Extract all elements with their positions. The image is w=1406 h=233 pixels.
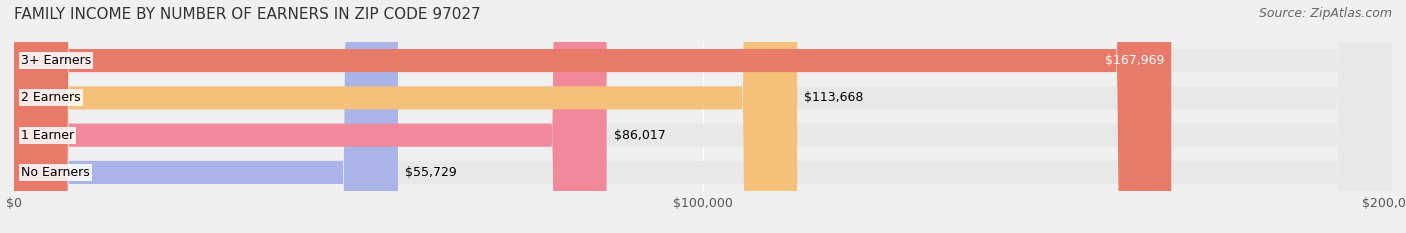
Text: No Earners: No Earners	[21, 166, 90, 179]
FancyBboxPatch shape	[14, 0, 1171, 233]
Text: $113,668: $113,668	[804, 91, 863, 104]
Text: $55,729: $55,729	[405, 166, 457, 179]
FancyBboxPatch shape	[14, 0, 1392, 233]
Text: 2 Earners: 2 Earners	[21, 91, 80, 104]
Text: 1 Earner: 1 Earner	[21, 129, 75, 142]
Text: $167,969: $167,969	[1105, 54, 1164, 67]
FancyBboxPatch shape	[14, 0, 797, 233]
FancyBboxPatch shape	[14, 0, 1392, 233]
Text: FAMILY INCOME BY NUMBER OF EARNERS IN ZIP CODE 97027: FAMILY INCOME BY NUMBER OF EARNERS IN ZI…	[14, 7, 481, 22]
FancyBboxPatch shape	[14, 0, 606, 233]
Text: Source: ZipAtlas.com: Source: ZipAtlas.com	[1258, 7, 1392, 20]
FancyBboxPatch shape	[14, 0, 1392, 233]
Text: 3+ Earners: 3+ Earners	[21, 54, 91, 67]
FancyBboxPatch shape	[14, 0, 398, 233]
Text: $86,017: $86,017	[613, 129, 665, 142]
FancyBboxPatch shape	[14, 0, 1392, 233]
